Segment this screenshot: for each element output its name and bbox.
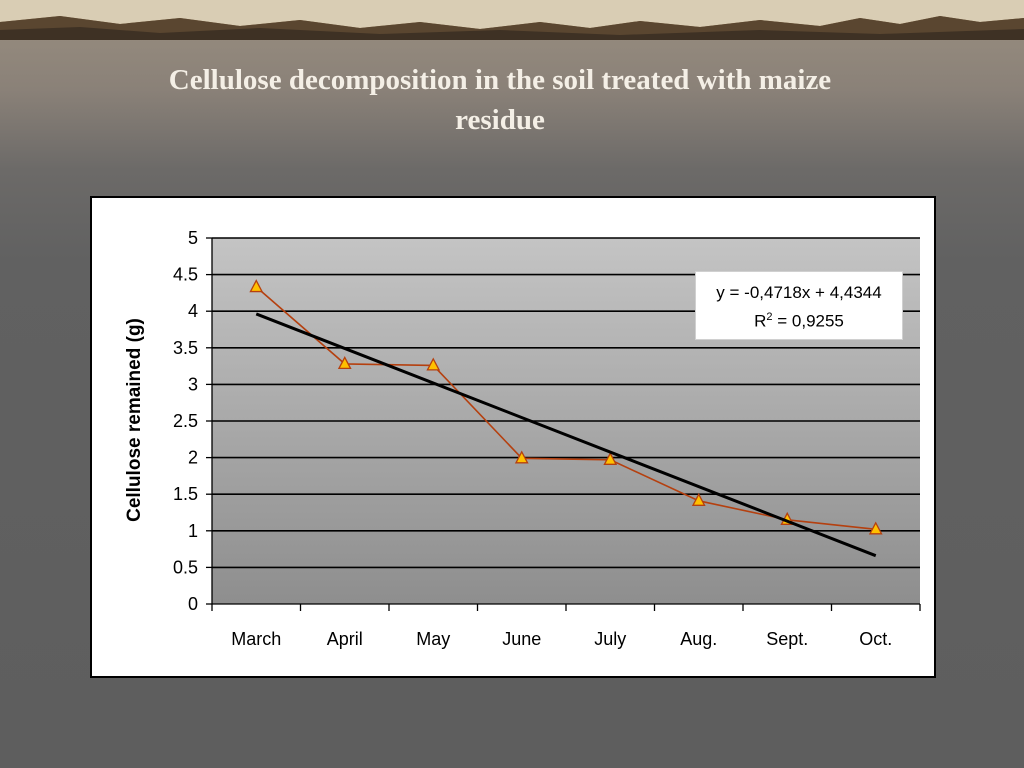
y-tick-label: 1.5	[173, 484, 198, 504]
y-tick-label: 5	[188, 228, 198, 248]
data-point-marker	[514, 450, 529, 464]
line-chart: 0 0.5 1 1.5 2 2.5 3 3.5 4 4.5 5 March April May June Ju…	[124, 228, 921, 649]
slide-title: Cellulose decomposition in the soil trea…	[90, 60, 910, 140]
data-point-marker	[868, 521, 883, 535]
chart-container: 0 0.5 1 1.5 2 2.5 3 3.5 4 4.5 5 March April May June Ju…	[90, 196, 936, 678]
y-tick-label: 0	[188, 594, 198, 614]
y-tick-label: 0.5	[173, 557, 198, 577]
y-tick-label: 3.5	[173, 338, 198, 358]
data-point-marker	[603, 451, 618, 465]
y-tick-label: 1	[188, 521, 198, 541]
data-point-marker	[426, 357, 441, 371]
x-tick-label: March	[231, 629, 281, 649]
x-tick-label: Aug.	[680, 629, 717, 649]
trendline	[255, 312, 877, 558]
x-tick-label: April	[327, 629, 363, 649]
x-tick-label: June	[502, 629, 541, 649]
data-point-marker	[691, 492, 706, 506]
trendline-r-squared: R2 = 0,9255	[754, 311, 844, 331]
data-point-marker	[337, 356, 352, 370]
trendline-equation: y = -0,4718x + 4,4344	[716, 283, 882, 302]
y-tick-label: 2	[188, 448, 198, 468]
y-tick-label: 2.5	[173, 411, 198, 431]
x-tick-label: Sept.	[766, 629, 808, 649]
slide-title-line-1: Cellulose decomposition in the soil trea…	[168, 64, 832, 96]
y-tick-label: 4	[188, 301, 198, 321]
trendline-equation-box: y = -0,4718x + 4,4344 R2 = 0,9255	[695, 271, 903, 340]
y-tick-label: 4.5	[173, 265, 198, 285]
y-tick-label: 3	[188, 374, 198, 394]
x-tick-label: July	[594, 629, 626, 649]
y-axis-title: Cellulose remained (g)	[124, 318, 145, 522]
x-tick-label: Oct.	[859, 629, 892, 649]
data-point-marker	[249, 279, 264, 293]
x-tick-label: May	[416, 629, 450, 649]
slide-title-line-2: residue	[455, 104, 545, 136]
decorative-banner	[0, 0, 1024, 40]
